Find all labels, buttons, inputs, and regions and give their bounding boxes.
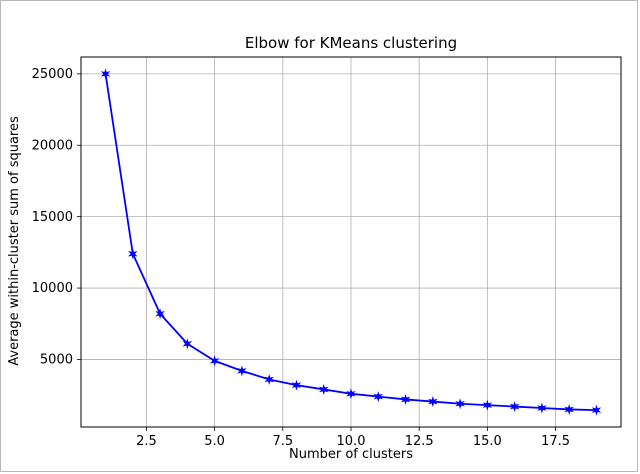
tick-layer: 2.5 5.0 7.5 10.0 12.5 15.0 17.5 5000 10000 15000 2… [32,67,570,449]
data-point-marker [537,402,547,414]
data-point-marker [591,404,602,416]
y-tick-label: 10000 [32,281,73,296]
x-tick-label: 12.5 [405,434,434,449]
y-tick-label: 25000 [32,67,73,82]
y-tick-label: 5000 [40,353,73,368]
data-point-marker [182,338,193,350]
data-point-marker [455,398,465,410]
data-point-marker [291,379,302,391]
x-tick-label: 15.0 [473,434,502,449]
data-point-marker [318,383,329,395]
x-tick-label: 17.5 [541,434,570,449]
data-point-marker [264,373,274,385]
data-point-marker [155,308,165,320]
data-point-marker [564,403,574,415]
data-point-marker [128,248,138,260]
y-axis-label: Average within-cluster sum of squares [7,116,22,366]
x-tick-label: 7.5 [272,434,293,449]
grid-layer [81,57,621,427]
data-point-marker [373,391,384,403]
y-tick-label: 20000 [32,138,73,153]
data-point-marker [428,396,438,408]
data-point-marker [509,401,520,413]
data-point-marker [209,355,220,367]
data-point-marker [237,365,247,377]
x-axis-label: Number of clusters [289,447,413,462]
chart-title: Elbow for KMeans clustering [245,34,457,52]
x-tick-label: 5.0 [204,434,225,449]
data-point-marker [482,399,493,411]
data-point-marker [100,68,111,80]
y-tick-label: 15000 [32,210,73,225]
line-series [100,68,602,416]
x-tick-label: 2.5 [136,434,157,449]
data-point-marker [400,393,411,405]
data-point-marker [346,388,356,400]
x-tick-label: 10.0 [337,434,366,449]
